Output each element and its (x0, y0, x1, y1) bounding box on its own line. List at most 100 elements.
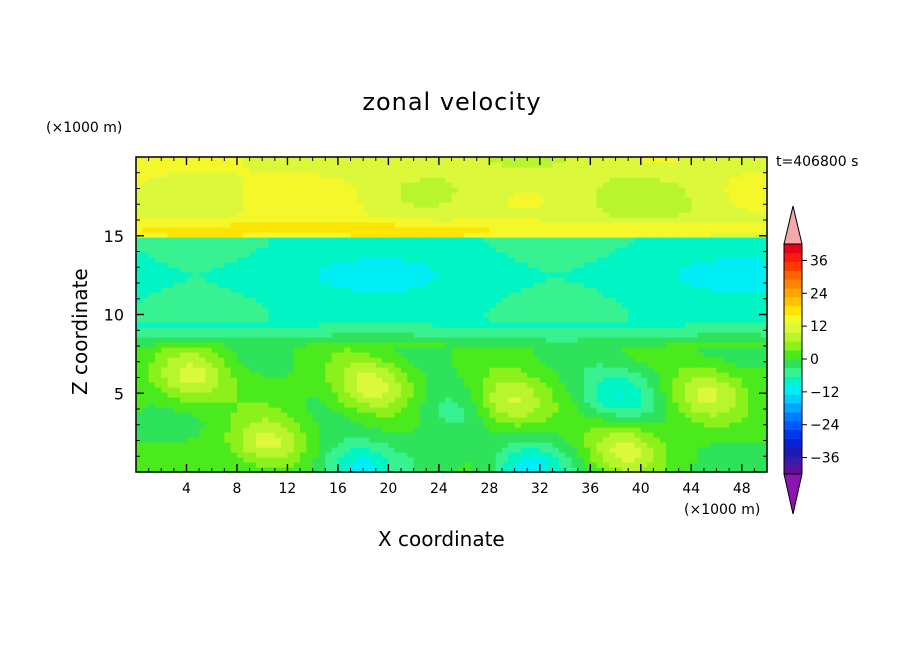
field-cell (161, 362, 169, 368)
field-cell (312, 427, 320, 433)
field-cell (590, 202, 598, 208)
field-cell (520, 327, 528, 333)
field-cell (621, 307, 629, 313)
field-cell (293, 282, 301, 288)
field-cell (407, 267, 415, 273)
field-cell (312, 322, 320, 328)
field-cell (192, 417, 200, 423)
field-cell (609, 162, 617, 168)
field-cell (236, 382, 244, 388)
field-cell (136, 462, 143, 468)
field-cell (438, 377, 446, 383)
field-cell (375, 227, 383, 233)
field-cell (154, 427, 162, 433)
field-cell (584, 422, 591, 428)
field-cell (602, 337, 610, 343)
field-cell (167, 222, 175, 228)
field-cell (337, 242, 345, 248)
field-cell (577, 437, 585, 443)
field-cell (211, 302, 219, 308)
field-cell (413, 242, 421, 248)
field-cell (167, 157, 175, 163)
field-cell (337, 467, 345, 473)
field-cell (577, 347, 585, 353)
field-cell (337, 252, 345, 258)
field-cell (211, 277, 219, 283)
field-cell (419, 227, 427, 233)
field-cell (161, 447, 169, 453)
field-cell (173, 307, 181, 313)
field-cell (192, 187, 200, 193)
field-cell (287, 237, 295, 243)
field-cell (558, 432, 566, 438)
field-cell (363, 302, 371, 308)
field-cell (628, 382, 636, 388)
field-cell (318, 287, 326, 293)
field-cell (571, 337, 579, 343)
field-cell (476, 272, 484, 278)
field-cell (382, 337, 389, 343)
field-cell (382, 407, 389, 413)
field-cell (230, 362, 238, 368)
field-cell (615, 232, 623, 238)
field-cell (394, 267, 402, 273)
field-cell (375, 442, 383, 448)
field-cell (211, 422, 219, 428)
field-cell (520, 262, 528, 268)
field-cell (407, 207, 415, 213)
field-cell (609, 217, 617, 223)
field-cell (218, 447, 225, 453)
field-cell (577, 212, 585, 218)
field-cell (243, 222, 251, 228)
field-cell (621, 332, 629, 338)
field-cell (312, 327, 320, 333)
field-cell (236, 157, 244, 163)
field-cell (413, 337, 421, 343)
field-cell (615, 382, 623, 388)
field-cell (615, 332, 623, 338)
field-cell (552, 292, 560, 298)
field-cell (167, 172, 175, 178)
field-cell (419, 347, 427, 353)
field-cell (236, 182, 244, 188)
field-cell (584, 367, 591, 373)
field-cell (192, 347, 200, 353)
field-cell (438, 247, 446, 253)
field-cell (312, 222, 320, 228)
field-cell (218, 167, 225, 173)
field-cell (161, 197, 169, 203)
field-cell (539, 367, 547, 373)
field-cell (483, 282, 490, 288)
field-cell (224, 447, 232, 453)
field-cell (508, 417, 516, 423)
field-cell (167, 317, 175, 323)
field-cell (211, 257, 219, 263)
field-cell (331, 407, 339, 413)
field-cell (262, 387, 270, 393)
field-cell (268, 332, 276, 338)
field-cell (621, 202, 629, 208)
field-cell (590, 297, 598, 303)
field-cell (514, 352, 522, 358)
field-cell (565, 412, 572, 418)
field-cell (432, 432, 440, 438)
field-cell (148, 207, 156, 213)
field-cell (375, 157, 383, 163)
field-cell (571, 207, 579, 213)
field-cell (249, 197, 257, 203)
field-cell (186, 397, 194, 403)
field-cell (520, 422, 528, 428)
field-cell (136, 387, 143, 393)
field-cell (306, 162, 314, 168)
field-cell (539, 237, 547, 243)
field-cell (331, 297, 339, 303)
field-cell (369, 392, 377, 398)
field-cell (180, 172, 188, 178)
field-cell (300, 457, 307, 463)
field-cell (192, 357, 200, 363)
field-cell (369, 462, 377, 468)
field-cell (287, 412, 295, 418)
field-cell (268, 242, 276, 248)
field-cell (571, 197, 579, 203)
field-cell (268, 397, 276, 403)
